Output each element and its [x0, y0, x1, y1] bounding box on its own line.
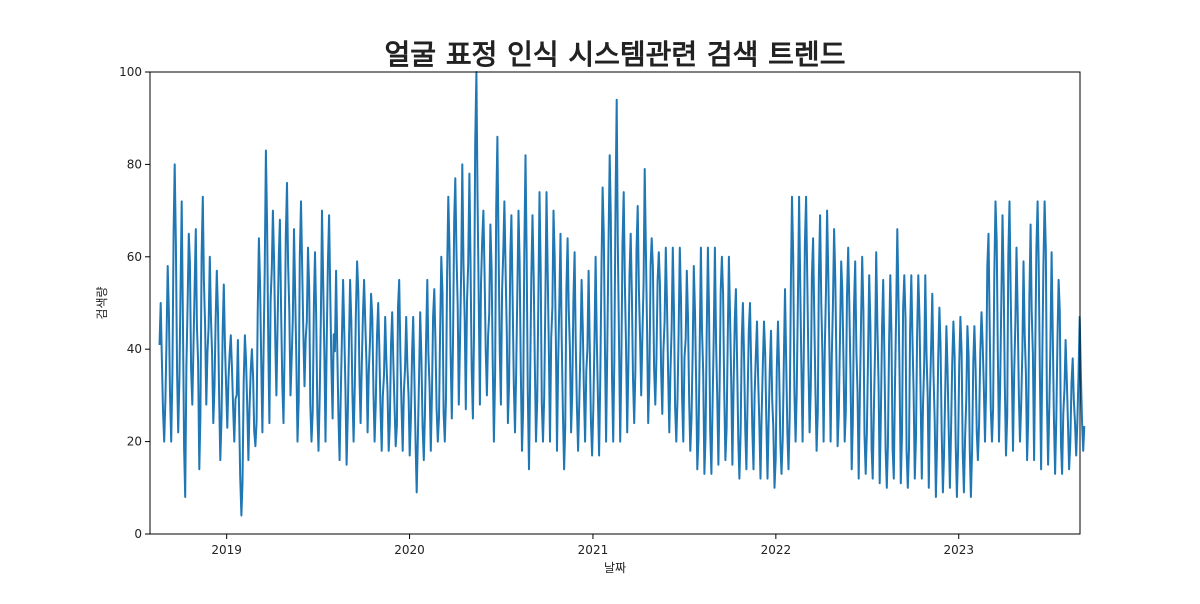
x-tick-label: 2023	[943, 543, 974, 557]
y-axis: 0 20 40 60 80 100	[119, 65, 150, 541]
y-tick-label: 100	[119, 65, 142, 79]
x-axis-label: 날짜	[604, 561, 626, 575]
x-tick-label: 2022	[761, 543, 792, 557]
y-tick-label: 20	[127, 435, 142, 449]
x-tick-label: 2019	[211, 543, 242, 557]
chart-title: 얼굴 표정 인식 시스템관련 검색 트렌드	[385, 38, 846, 71]
x-axis: 2019 2020 2021 2022 2023	[211, 534, 974, 557]
x-tick-label: 2021	[578, 543, 609, 557]
plot-frame	[149, 71, 1081, 535]
x-tick-label: 2020	[394, 543, 425, 557]
plot-area	[158, 71, 1086, 517]
series-line	[158, 71, 1086, 517]
y-axis-label: 검색량	[95, 286, 109, 319]
y-tick-label: 80	[127, 157, 142, 171]
y-tick-label: 40	[127, 342, 142, 356]
y-tick-label: 0	[134, 527, 142, 541]
y-tick-label: 60	[127, 250, 142, 264]
